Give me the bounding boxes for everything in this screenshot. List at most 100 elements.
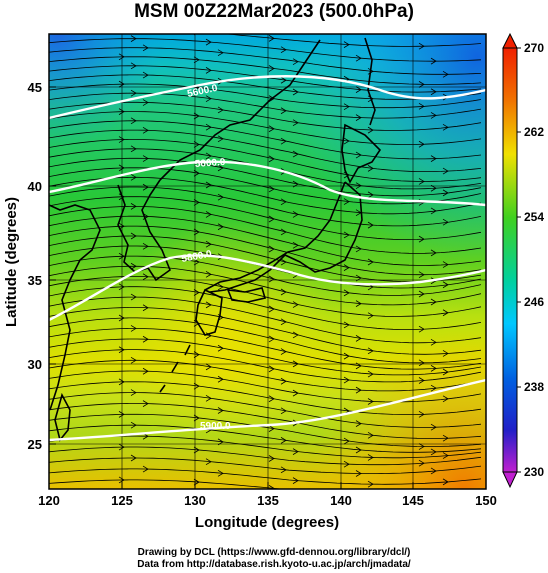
streamline-arrow bbox=[193, 56, 200, 64]
streamline-arrow bbox=[118, 80, 125, 88]
streamline bbox=[49, 381, 482, 416]
streamline-arrow bbox=[418, 102, 425, 110]
streamline-arrow bbox=[118, 314, 125, 322]
contour-5800 bbox=[49, 254, 486, 322]
contour-labels: 5600.0 5600.0 5800.0 5900.0 bbox=[181, 83, 231, 432]
streamline-arrow bbox=[268, 215, 275, 223]
streamline-arrow bbox=[442, 368, 449, 376]
streamline-arrow bbox=[217, 135, 224, 143]
streamline-arrow bbox=[442, 309, 449, 317]
streamline-arrow bbox=[130, 389, 137, 396]
streamline-arrow bbox=[355, 300, 362, 307]
streamline-arrow bbox=[142, 44, 149, 52]
streamline-arrow bbox=[130, 35, 137, 42]
streamline-arrow bbox=[118, 411, 125, 418]
streamline-arrow bbox=[343, 41, 350, 48]
streamline bbox=[49, 235, 482, 282]
streamline-arrow bbox=[142, 273, 149, 281]
streamline bbox=[49, 446, 482, 466]
streamline-arrow bbox=[118, 283, 125, 291]
streamline-arrow bbox=[268, 335, 275, 343]
lat-lon-grid bbox=[49, 34, 486, 489]
colorbar-tick-label: 238 bbox=[524, 380, 544, 394]
streamline-arrow bbox=[130, 145, 137, 153]
streamline-arrow bbox=[292, 301, 299, 308]
streamline-arrow bbox=[130, 262, 137, 270]
streamline bbox=[49, 129, 482, 172]
streamline-arrow bbox=[343, 198, 350, 205]
streamline-arrow bbox=[292, 119, 299, 127]
streamline-arrow bbox=[217, 344, 224, 352]
streamline-arrow bbox=[343, 376, 350, 384]
streamline bbox=[49, 111, 482, 145]
streamline-arrow bbox=[430, 112, 437, 119]
streamline bbox=[49, 479, 286, 489]
x-tick-label: 125 bbox=[111, 493, 133, 508]
streamline-arrow bbox=[367, 347, 374, 355]
streamline-arrow bbox=[205, 67, 212, 74]
contour-label: 5900.0 bbox=[200, 421, 231, 432]
map-title: MSM 00Z22Mar2023 (500.0hPa) bbox=[134, 1, 414, 22]
streamline-arrow bbox=[205, 301, 212, 309]
y-tick-label: 40 bbox=[28, 179, 42, 194]
streamline-arrow bbox=[193, 112, 200, 120]
streamline-arrow bbox=[292, 211, 299, 218]
streamline-arrow bbox=[280, 437, 287, 444]
streamline-arrow bbox=[343, 264, 350, 271]
streamline-arrow bbox=[355, 151, 362, 159]
y-axis-label: Latitude (degrees) bbox=[3, 197, 20, 327]
streamline bbox=[49, 424, 482, 453]
streamline-arrow bbox=[418, 140, 425, 148]
colorbar-tick-label: 230 bbox=[524, 465, 544, 479]
streamline-arrow bbox=[367, 431, 374, 439]
streamline bbox=[49, 457, 482, 474]
streamline-arrow bbox=[130, 293, 137, 301]
streamline-arrow bbox=[442, 167, 449, 175]
streamline-arrow bbox=[418, 81, 425, 88]
streamline-arrow bbox=[355, 245, 362, 253]
streamline-arrow bbox=[118, 378, 125, 386]
streamline-arrow bbox=[418, 235, 425, 243]
streamline-arrow bbox=[418, 377, 425, 384]
streamline-arrow bbox=[118, 222, 125, 230]
streamline-arrow bbox=[205, 152, 212, 160]
streamline-arrow bbox=[355, 470, 362, 477]
streamline-arrow bbox=[142, 183, 149, 191]
streamline-arrow bbox=[442, 218, 449, 226]
streamline-arrow bbox=[367, 398, 374, 405]
coastlines bbox=[49, 37, 382, 442]
streamline-arrow bbox=[142, 242, 149, 250]
streamline-arrow bbox=[268, 275, 275, 283]
contour-5600-b bbox=[49, 160, 486, 207]
streamline-arrow bbox=[142, 99, 149, 106]
streamline bbox=[49, 56, 482, 85]
streamline bbox=[49, 196, 482, 240]
streamline-arrow bbox=[217, 407, 224, 414]
x-tick-label: 120 bbox=[38, 493, 60, 508]
streamline-arrow bbox=[442, 434, 449, 442]
streamline-arrow bbox=[367, 454, 374, 461]
credit-drawing: Drawing by DCL (https://www.gfd-dennou.o… bbox=[137, 547, 411, 558]
streamline-arrow bbox=[268, 455, 275, 462]
streamline-arrow bbox=[367, 370, 374, 378]
streamline-arrow bbox=[193, 258, 200, 266]
streamline bbox=[49, 392, 482, 428]
streamline bbox=[49, 225, 482, 276]
streamline bbox=[49, 349, 482, 383]
streamline bbox=[49, 370, 482, 403]
streamline-arrow bbox=[268, 305, 275, 313]
streamline-arrow bbox=[205, 123, 212, 131]
streamline-arrow bbox=[430, 207, 437, 215]
streamline-arrow bbox=[118, 53, 125, 61]
streamline-arrow bbox=[205, 95, 212, 103]
contour-5600-a bbox=[49, 75, 486, 120]
streamline bbox=[49, 255, 482, 296]
streamline-arrow bbox=[193, 478, 200, 486]
streamline-arrow bbox=[193, 141, 200, 148]
streamline-arrow bbox=[205, 271, 212, 278]
colorbar-tick-label: 246 bbox=[524, 295, 544, 309]
y-tick-label: 30 bbox=[28, 357, 42, 372]
streamline-arrow bbox=[367, 312, 374, 320]
streamline bbox=[49, 167, 482, 205]
streamline-arrow bbox=[430, 467, 437, 475]
